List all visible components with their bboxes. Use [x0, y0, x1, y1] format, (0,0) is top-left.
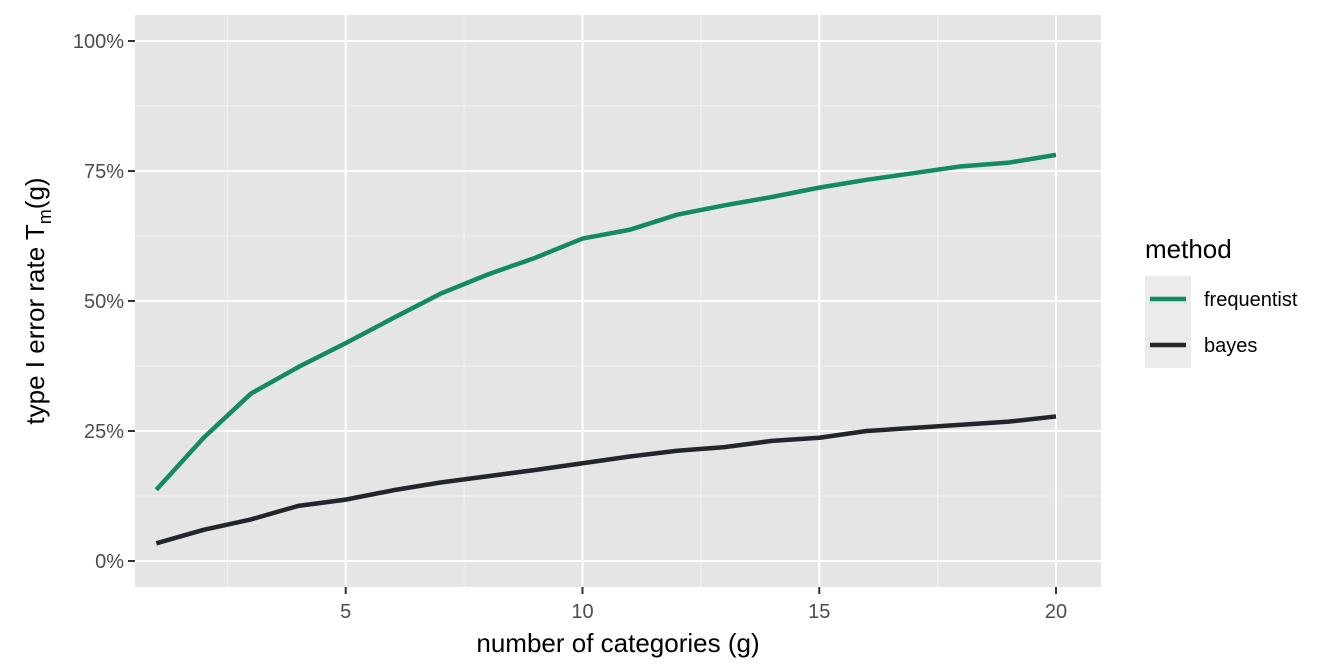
y-tick-label: 25% — [84, 421, 124, 443]
series-line-frequentist — [154, 152, 1057, 492]
series-line-bayes — [155, 414, 1057, 546]
major-gridlines — [135, 15, 1101, 587]
x-tick-label: 5 — [340, 601, 351, 623]
y-axis: 0% 25% 50% 75% 100% — [73, 31, 135, 573]
legend-key-background — [1145, 276, 1191, 368]
y-tick-label: 75% — [84, 161, 124, 183]
legend-label-frequentist: frequentist — [1204, 289, 1298, 311]
x-axis: 5 10 15 20 — [340, 587, 1067, 623]
x-tick-label: 10 — [571, 601, 593, 623]
y-axis-title: type I error rate Tm(g) — [20, 177, 55, 424]
legend: method frequentist bayes — [1145, 234, 1298, 368]
y-axis-title-main: type I error rate T — [20, 224, 50, 424]
x-tick-label: 20 — [1045, 601, 1067, 623]
legend-title: method — [1145, 234, 1232, 264]
y-tick-label: 50% — [84, 291, 124, 313]
y-axis-title-suffix: (g) — [20, 177, 50, 209]
legend-items: frequentist bayes — [1150, 289, 1298, 357]
series-lines — [154, 152, 1057, 546]
y-tick-label: 0% — [95, 551, 124, 573]
x-tick-label: 15 — [808, 601, 830, 623]
y-tick-label: 100% — [73, 31, 124, 53]
legend-label-bayes: bayes — [1204, 335, 1257, 357]
x-axis-title: number of categories (g) — [476, 628, 759, 658]
y-axis-title-subscript: m — [35, 209, 55, 224]
